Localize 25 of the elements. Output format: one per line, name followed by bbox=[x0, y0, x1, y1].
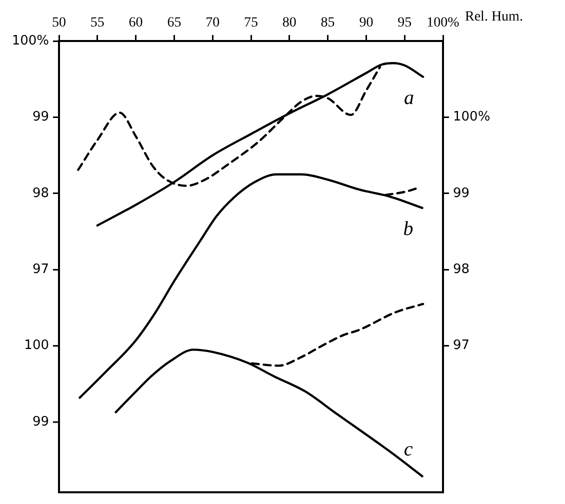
x-tick-label: 90 bbox=[359, 15, 374, 30]
x-tick-label: 80 bbox=[282, 15, 296, 30]
series-label: b bbox=[403, 218, 414, 240]
x-tick-label: 75 bbox=[244, 15, 258, 30]
x-tick-label: 65 bbox=[167, 15, 182, 30]
x-tick-label: 85 bbox=[320, 15, 335, 30]
y-tick-label: 100% bbox=[12, 33, 49, 48]
y-tick-label: 97 bbox=[32, 262, 49, 278]
x-tick-label: 50 bbox=[52, 15, 66, 30]
y2-tick-label: 99 bbox=[453, 186, 470, 201]
y2-tick-label: 97 bbox=[453, 338, 470, 354]
y-tick-label: 99 bbox=[32, 110, 49, 125]
series-label: a bbox=[404, 87, 414, 110]
y-tick-label: 98 bbox=[32, 186, 49, 201]
line-series bbox=[78, 173, 424, 399]
x-axis-title: Rel. Hum. bbox=[465, 10, 523, 25]
y2-tick-label: 100% bbox=[453, 110, 490, 125]
y2-tick-label: 98 bbox=[453, 262, 470, 278]
x-tick-label: 100% bbox=[426, 15, 460, 30]
x-tick-label: 55 bbox=[90, 15, 104, 30]
x-tick-label: 60 bbox=[128, 15, 143, 30]
x-tick-label: 70 bbox=[206, 15, 220, 30]
series-label: c bbox=[404, 438, 413, 460]
y3-tick-label: 100 bbox=[24, 338, 49, 354]
x-tick-label: 95 bbox=[398, 15, 412, 30]
